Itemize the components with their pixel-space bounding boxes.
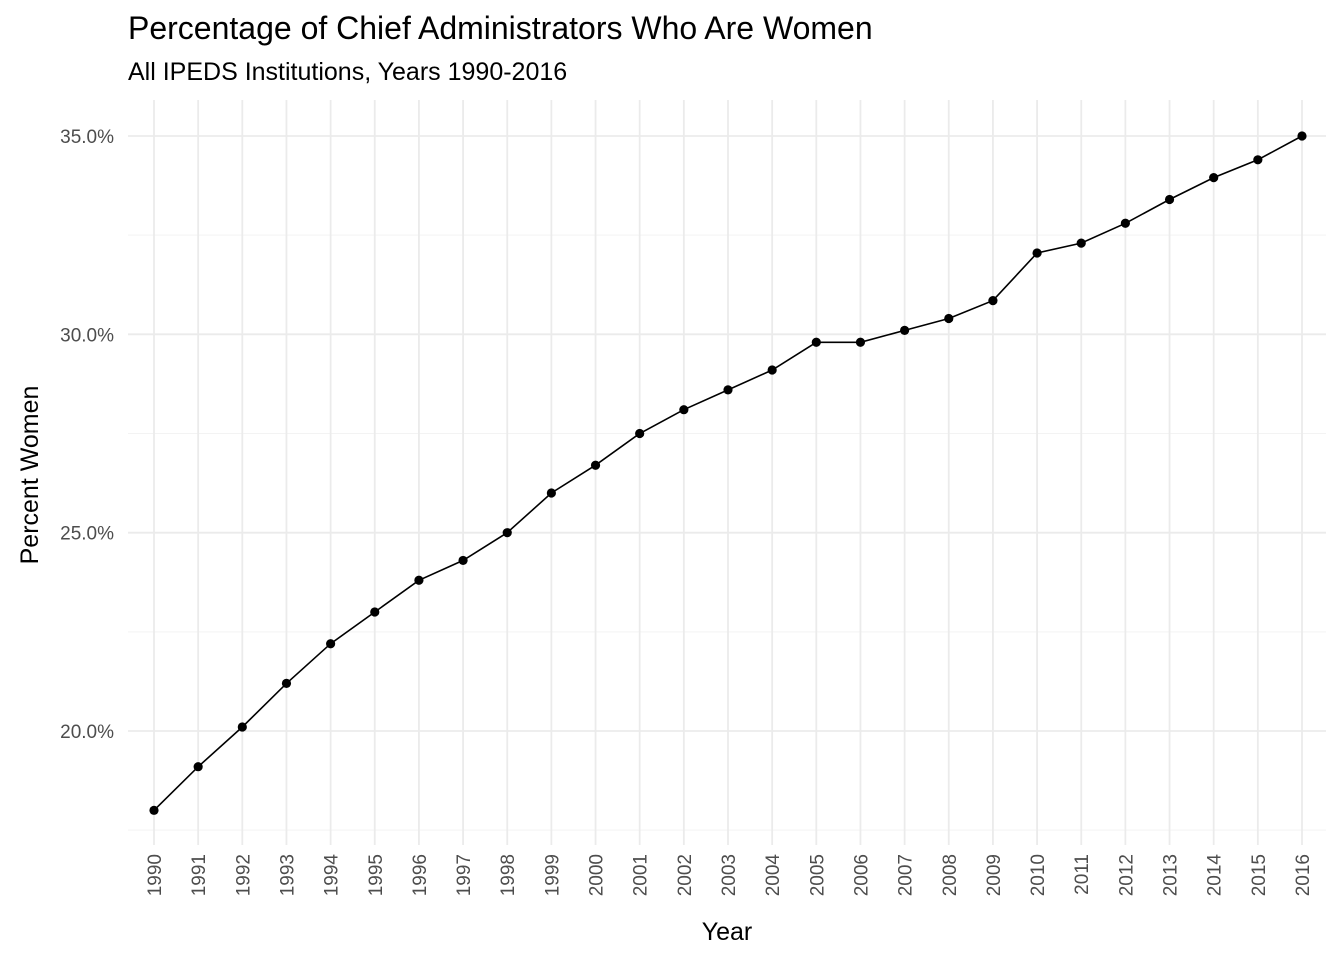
x-tick-label-13: 2003	[719, 854, 740, 896]
x-tick-label-22: 2012	[1116, 854, 1137, 896]
chart-subtitle: All IPEDS Institutions, Years 1990-2016	[128, 58, 568, 86]
minor-gridlines	[128, 234, 1326, 831]
data-point-1994	[326, 639, 336, 649]
data-point-2001	[635, 428, 645, 439]
x-tick-label-7: 1997	[454, 854, 475, 896]
chart-title: Percentage of Chief Administrators Who A…	[128, 10, 873, 46]
x-tick-label-11: 2001	[631, 854, 652, 896]
y-tick-label-1: 25.0%	[60, 524, 114, 545]
x-tick-label-18: 2008	[940, 854, 961, 896]
x-tick-label-1: 1991	[189, 854, 210, 896]
y-axis-title: Percent Women	[16, 386, 44, 565]
data-point-2013	[1164, 194, 1175, 205]
x-tick-label-17: 2007	[896, 854, 917, 896]
y-tick-labels: 20.0% 25.0% 30.0% 35.0%	[60, 127, 114, 743]
data-point-1997	[458, 555, 468, 566]
x-tick-label-5: 1995	[366, 854, 387, 896]
x-tick-label-26: 2016	[1293, 854, 1314, 896]
data-point-1992	[237, 722, 247, 732]
x-tick-label-9: 1999	[542, 854, 563, 896]
data-point-2010	[1032, 248, 1042, 258]
data-point-2009	[988, 296, 998, 306]
x-tick-label-21: 2011	[1072, 854, 1093, 895]
data-point-1996	[414, 575, 424, 585]
x-tick-label-19: 2009	[984, 854, 1005, 896]
x-tick-label-2: 1992	[233, 854, 254, 896]
data-point-2015	[1253, 155, 1263, 165]
data-point-1999	[546, 488, 556, 498]
x-tick-label-12: 2002	[675, 854, 696, 896]
data-point-2006	[855, 337, 866, 347]
data-point-1998	[502, 528, 512, 538]
data-point-2002	[679, 405, 689, 415]
y-tick-label-0: 20.0%	[60, 722, 114, 743]
x-tick-label-0: 1990	[145, 854, 166, 896]
data-point-2008	[944, 313, 954, 324]
data-point-1991	[193, 762, 203, 772]
major-gridlines-y	[128, 135, 1326, 732]
x-tick-label-10: 2000	[587, 854, 608, 896]
x-tick-label-14: 2004	[763, 854, 784, 897]
y-tick-label-3: 35.0%	[60, 127, 114, 148]
x-tick-label-6: 1996	[410, 854, 431, 896]
data-points	[149, 131, 1307, 815]
major-gridlines-x	[153, 100, 1303, 845]
x-tick-label-15: 2005	[807, 854, 828, 896]
data-point-2007	[900, 325, 910, 335]
data-point-2016	[1297, 131, 1307, 141]
x-tick-label-23: 2013	[1161, 854, 1182, 896]
data-point-2004	[767, 365, 777, 375]
data-point-1993	[281, 678, 292, 689]
x-tick-label-25: 2015	[1249, 854, 1270, 896]
y-tick-label-2: 30.0%	[60, 325, 114, 346]
x-tick-labels: 1990 1991 1992 1993 1994 1995 1996 1997 1998 1999…	[145, 854, 1314, 897]
x-tick-label-24: 2014	[1205, 854, 1226, 897]
data-point-2011	[1076, 238, 1086, 248]
data-point-2000	[590, 460, 601, 470]
data-point-1995	[370, 607, 380, 617]
data-point-1990	[149, 805, 159, 815]
data-point-2005	[811, 337, 821, 347]
data-point-2003	[723, 385, 733, 395]
data-point-2014	[1209, 173, 1219, 183]
x-tick-label-8: 1998	[498, 854, 519, 896]
data-point-2012	[1120, 218, 1130, 228]
x-tick-label-3: 1993	[277, 854, 298, 896]
x-tick-label-16: 2006	[851, 854, 872, 896]
x-tick-label-4: 1994	[322, 854, 343, 897]
x-tick-label-20: 2010	[1028, 854, 1049, 896]
x-axis-title: Year	[702, 918, 753, 946]
